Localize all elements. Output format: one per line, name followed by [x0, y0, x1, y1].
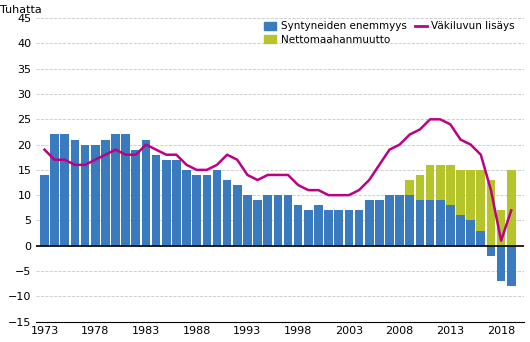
Bar: [152, 231, 161, 246]
Bar: [487, 246, 495, 256]
Bar: [233, 215, 242, 246]
Bar: [294, 225, 303, 246]
Bar: [385, 200, 394, 246]
Bar: [101, 236, 110, 246]
Bar: [162, 160, 171, 246]
Bar: [314, 205, 323, 246]
Bar: [375, 200, 384, 246]
Bar: [172, 160, 181, 246]
Bar: [395, 195, 404, 246]
Bar: [60, 236, 69, 246]
Bar: [131, 150, 140, 246]
Bar: [324, 231, 333, 246]
Bar: [273, 225, 282, 246]
Bar: [324, 210, 333, 246]
Bar: [466, 221, 475, 246]
Bar: [192, 225, 201, 246]
Bar: [426, 165, 435, 246]
Bar: [60, 134, 69, 246]
Bar: [405, 195, 414, 246]
Bar: [466, 170, 475, 246]
Bar: [70, 140, 79, 246]
Bar: [507, 170, 516, 246]
Bar: [365, 225, 374, 246]
Bar: [192, 175, 201, 246]
Legend: Syntyneiden enemmyys, Nettomaahanmuutto, Väkiluvun lisäys: Syntyneiden enemmyys, Nettomaahanmuutto,…: [260, 17, 519, 49]
Bar: [497, 210, 506, 246]
Bar: [273, 195, 282, 246]
Bar: [223, 205, 232, 246]
Text: Tuhatta: Tuhatta: [0, 5, 41, 15]
Bar: [131, 236, 140, 246]
Bar: [70, 241, 79, 246]
Bar: [263, 225, 272, 246]
Bar: [111, 236, 120, 246]
Bar: [253, 231, 262, 246]
Bar: [294, 205, 303, 246]
Bar: [263, 195, 272, 246]
Bar: [142, 236, 151, 246]
Bar: [182, 170, 191, 246]
Bar: [121, 134, 130, 246]
Bar: [497, 246, 506, 281]
Bar: [172, 225, 181, 246]
Bar: [111, 134, 120, 246]
Bar: [213, 210, 222, 246]
Bar: [213, 170, 222, 246]
Bar: [182, 225, 191, 246]
Bar: [304, 225, 313, 246]
Bar: [284, 225, 293, 246]
Bar: [385, 195, 394, 246]
Bar: [243, 195, 252, 246]
Bar: [162, 225, 171, 246]
Bar: [223, 180, 232, 246]
Bar: [365, 200, 374, 246]
Bar: [91, 236, 100, 246]
Bar: [152, 155, 161, 246]
Bar: [355, 225, 364, 246]
Bar: [476, 231, 485, 246]
Bar: [40, 175, 49, 246]
Bar: [81, 145, 90, 246]
Bar: [314, 231, 323, 246]
Bar: [344, 225, 353, 246]
Bar: [436, 165, 445, 246]
Bar: [487, 180, 495, 246]
Bar: [50, 236, 59, 246]
Bar: [344, 210, 353, 246]
Bar: [446, 165, 455, 246]
Bar: [91, 145, 100, 246]
Bar: [40, 221, 49, 246]
Bar: [101, 140, 110, 246]
Bar: [334, 231, 343, 246]
Bar: [405, 180, 414, 246]
Bar: [416, 200, 424, 246]
Bar: [416, 175, 424, 246]
Bar: [355, 210, 364, 246]
Bar: [50, 134, 59, 246]
Bar: [476, 170, 485, 246]
Bar: [121, 236, 130, 246]
Bar: [81, 241, 90, 246]
Bar: [375, 210, 384, 246]
Bar: [233, 185, 242, 246]
Bar: [334, 210, 343, 246]
Bar: [436, 200, 445, 246]
Bar: [456, 170, 465, 246]
Bar: [253, 200, 262, 246]
Bar: [395, 195, 404, 246]
Bar: [202, 225, 211, 246]
Bar: [426, 200, 435, 246]
Bar: [304, 210, 313, 246]
Bar: [456, 215, 465, 246]
Bar: [446, 205, 455, 246]
Bar: [507, 246, 516, 286]
Bar: [284, 195, 293, 246]
Bar: [243, 225, 252, 246]
Bar: [202, 175, 211, 246]
Bar: [142, 140, 151, 246]
